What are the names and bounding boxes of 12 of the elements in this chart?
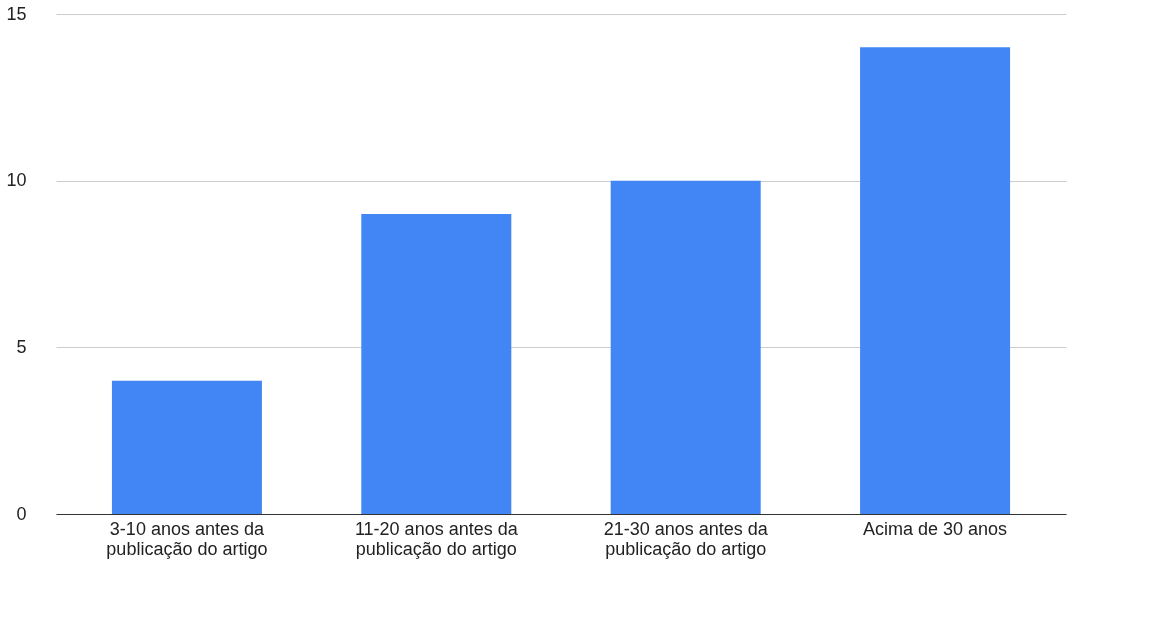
bar (860, 47, 1011, 514)
bar (361, 214, 512, 514)
x-tick-label: 11-20 anos antes da publicação do artigo (354, 518, 519, 559)
x-tick-label: Acima de 30 anos (863, 518, 1008, 539)
bar (111, 380, 262, 514)
x-tick-label: 21-30 anos antes da publicação do artigo (603, 518, 769, 559)
y-tick-label: 15 (6, 3, 27, 24)
x-tick-label: 3-10 anos antes da publicação do artigo (106, 518, 268, 559)
y-tick-label: 5 (16, 336, 27, 357)
bar (610, 180, 761, 514)
y-tick-label: 0 (16, 503, 27, 524)
y-tick-label: 10 (6, 170, 27, 191)
